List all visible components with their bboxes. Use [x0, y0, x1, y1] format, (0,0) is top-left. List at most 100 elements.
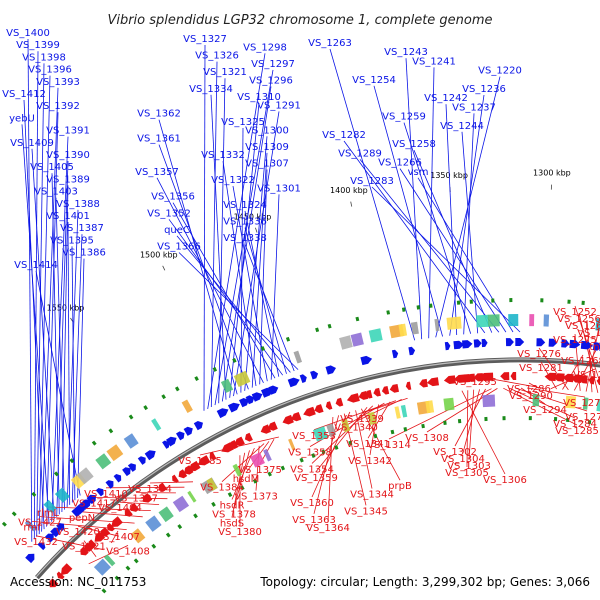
forward-cog-block	[123, 433, 139, 449]
reverse-gene-arrow	[596, 377, 600, 386]
reverse-gene-arrow	[381, 386, 390, 395]
forward-gene-leader-line	[343, 140, 486, 334]
forward-gene-label: VS_1401	[46, 211, 90, 222]
forward-gene-leader-line	[71, 246, 76, 501]
orf-marker	[128, 414, 134, 420]
forward-cog-block	[487, 314, 500, 327]
reverse-cog-block	[443, 397, 455, 411]
forward-cog-block	[220, 378, 234, 393]
reverse-gene-label: VS_1339	[340, 414, 384, 425]
forward-gene-leader-line	[61, 185, 69, 513]
forward-cog-block	[476, 314, 489, 328]
forward-gene-arrow	[127, 463, 136, 472]
reverse-gene-label: VS_1281	[519, 363, 563, 374]
reverse-gene-arrow	[588, 376, 595, 385]
forward-cog-block	[410, 321, 419, 335]
forward-gene-leader-line	[405, 58, 423, 340]
reverse-gene-label: VS_1341	[346, 439, 390, 450]
reverse-gene-label: VS_1303	[447, 461, 491, 472]
forward-cog-block	[54, 487, 70, 503]
forward-gene-leader-line	[259, 169, 268, 385]
forward-gene-arrow	[56, 523, 65, 532]
orf-marker	[133, 558, 139, 564]
forward-gene-label: VS_1310	[237, 92, 281, 103]
reverse-cog-block	[482, 394, 496, 408]
forward-gene-label: VS_1325	[221, 117, 265, 128]
orf-marker	[421, 423, 425, 429]
forward-cog-block	[151, 418, 162, 431]
forward-gene-leader-line	[461, 131, 479, 334]
reverse-cog-block	[400, 404, 408, 418]
forward-gene-leader-line	[222, 161, 257, 387]
reverse-gene-arrow	[100, 527, 111, 537]
reverse-gene-arrow	[209, 451, 217, 461]
reverse-gene-label: VS_1260	[565, 321, 600, 332]
forward-gene-label: VS_1326	[195, 51, 239, 62]
forward-gene-label: VS_1396	[28, 65, 72, 76]
reverse-gene-leader-line	[93, 497, 168, 500]
forward-gene-leader-line	[270, 194, 280, 380]
reverse-gene-label: VS_1302	[433, 447, 477, 458]
reverse-gene-label: hsdM	[233, 474, 260, 485]
orf-marker	[175, 386, 180, 392]
reverse-cog-block	[341, 419, 351, 433]
orf-marker	[211, 501, 216, 507]
reverse-gene-arrow	[197, 455, 211, 466]
reverse-cog-block	[312, 426, 328, 442]
orf-marker	[232, 357, 237, 363]
reverse-gene-arrow	[562, 373, 574, 383]
reverse-gene-label: VS_1421	[62, 542, 106, 553]
reverse-gene-label: VS_1304	[441, 454, 485, 465]
reverse-gene-label: VS_1373	[234, 492, 278, 503]
reverse-gene-label: VS_1394	[128, 484, 172, 495]
orf-marker	[348, 440, 353, 446]
forward-gene-label: VS_1332	[201, 150, 245, 161]
forward-gene-arrow	[245, 395, 255, 405]
reverse-gene-label: VS_1385	[178, 456, 222, 467]
forward-gene-arrow	[453, 340, 465, 350]
accession-text: Accession: NC_011753	[10, 575, 146, 589]
reverse-gene-arrow	[510, 372, 517, 380]
reverse-gene-arrow	[229, 440, 239, 449]
forward-gene-arrow	[251, 392, 263, 402]
forward-gene-label: VS_1389	[46, 174, 90, 185]
reverse-gene-label: VS_1344	[350, 490, 394, 501]
reverse-cog-block	[596, 399, 600, 412]
gene-features	[1, 298, 600, 594]
reverse-gene-arrow	[473, 373, 484, 382]
forward-gene-label: VS_1400	[6, 28, 50, 39]
orf-marker	[165, 532, 171, 538]
reverse-gene-label: VS_1345	[344, 506, 388, 517]
reverse-gene-leader-line	[361, 397, 408, 414]
forward-gene-arrow	[176, 431, 185, 441]
reverse-gene-label: VS_1397	[114, 494, 158, 505]
reverse-cog-block	[326, 423, 337, 437]
reverse-gene-label: VS_1363	[292, 515, 336, 526]
forward-cog-block	[339, 335, 353, 350]
forward-gene-leader-line	[31, 148, 55, 520]
forward-gene-leader-line	[218, 78, 226, 404]
forward-gene-label: yebU	[9, 113, 35, 124]
reverse-gene-arrow	[94, 531, 106, 542]
orf-marker	[114, 575, 120, 581]
kbp-tick-mark	[162, 265, 166, 271]
reverse-gene-leader-line	[105, 486, 185, 489]
reverse-gene-leader-line	[509, 387, 576, 419]
forward-gene-leader-line	[66, 209, 79, 508]
forward-gene-leader-line	[244, 244, 295, 372]
chromosome-backbone-highlight	[35, 358, 600, 578]
forward-gene-leader-line	[33, 51, 39, 540]
forward-gene-label: VS_1386	[62, 248, 106, 259]
forward-gene-arrow	[113, 474, 122, 483]
forward-gene-leader-line	[399, 168, 507, 333]
forward-gene-label: VS_1297	[251, 59, 295, 70]
forward-gene-arrow	[548, 338, 558, 347]
orf-marker	[161, 394, 166, 400]
orf-marker	[240, 485, 245, 491]
orf-marker	[260, 346, 266, 351]
forward-gene-label: VS_1258	[392, 139, 436, 150]
forward-gene-arrow	[95, 488, 104, 497]
orf-marker	[321, 449, 326, 455]
reverse-gene-leader-line	[369, 404, 379, 456]
